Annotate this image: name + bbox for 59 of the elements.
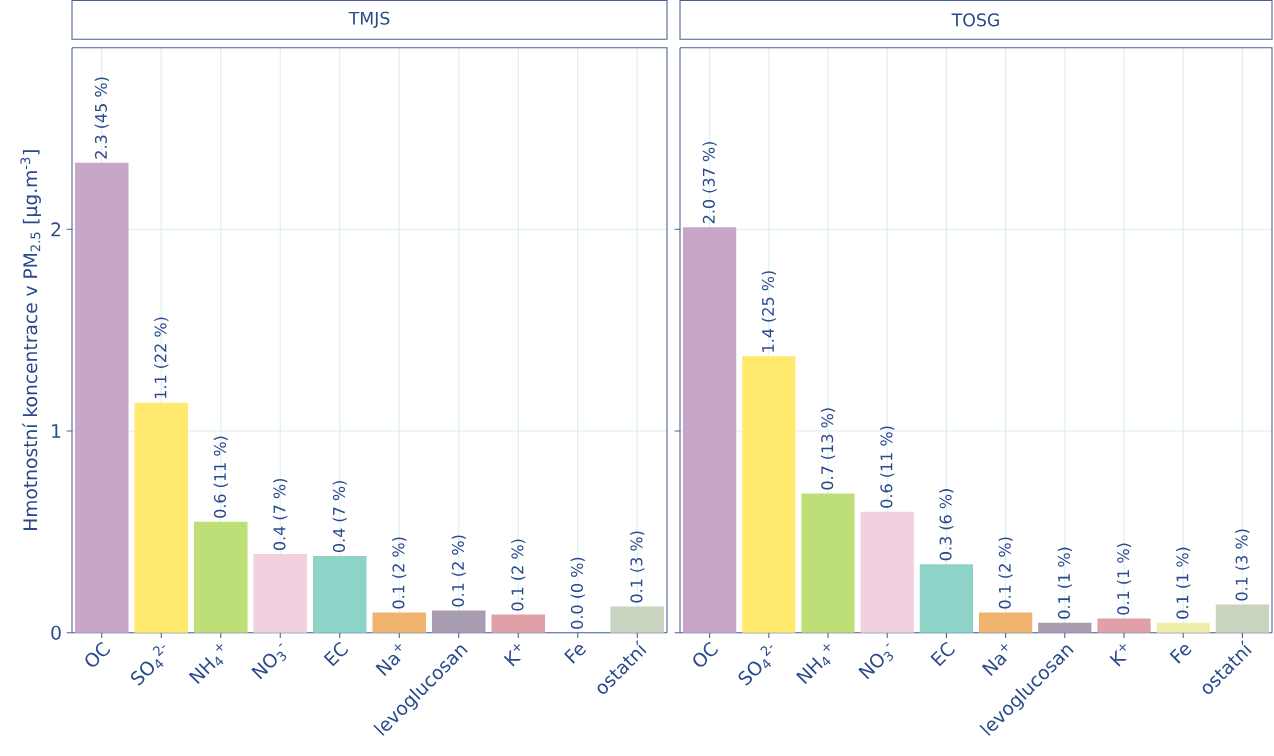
x-tick-label: OC xyxy=(85,642,111,667)
bar xyxy=(312,556,367,633)
data-label: 1.1 (22 %) xyxy=(154,317,169,399)
bar xyxy=(742,356,796,633)
y-axis-title: Hmotnostní koncentrace v PM$_{2.5}$ [µg.m$^{-3}$] xyxy=(20,150,41,531)
bar xyxy=(1215,604,1270,633)
data-label: 0.1 (1 %) xyxy=(1057,547,1072,619)
data-label: 0.1 (2 %) xyxy=(392,537,407,609)
data-label: 0.1 (1 %) xyxy=(1176,547,1191,619)
x-tick-label: NO$_{3}$- xyxy=(251,643,287,680)
data-label: 2.3 (45 %) xyxy=(94,77,109,159)
bar xyxy=(134,402,189,633)
data-label: 1.4 (25 %) xyxy=(761,271,776,352)
y-tick-label: 0 xyxy=(51,625,61,640)
bar xyxy=(1156,622,1210,633)
data-label: 0.6 (11 %) xyxy=(880,426,895,508)
data-label: 0.0 (0 %) xyxy=(570,557,585,629)
bar xyxy=(74,162,129,633)
bar xyxy=(860,511,914,633)
x-tick-label: Fe xyxy=(564,645,587,664)
y-tick-label: 2 xyxy=(51,222,61,237)
data-label: 0.1 (2 %) xyxy=(998,537,1013,609)
x-tick-label: EC xyxy=(323,642,349,667)
data-label: 0.1 (1 %) xyxy=(1116,543,1132,615)
x-tick-label: SO$_{4}$2- xyxy=(130,645,166,686)
chart-title: TOSG xyxy=(951,13,999,27)
data-label: 0.4 (7 %) xyxy=(273,479,288,551)
x-tick-label: EC xyxy=(930,642,955,667)
data-label: 0.3 (6 %) xyxy=(939,489,954,561)
data-label: 0.4 (7 %) xyxy=(332,481,347,553)
x-tick-label: NO$_{3}$- xyxy=(858,643,894,680)
bar xyxy=(1097,618,1151,633)
bar xyxy=(978,612,1033,633)
x-tick-label: SO$_{4}$2- xyxy=(738,645,773,686)
data-label: 0.1 (3 %) xyxy=(630,531,645,603)
bar xyxy=(610,606,665,633)
data-label: 0.1 (3 %) xyxy=(1235,529,1250,601)
x-tick-label: Fe xyxy=(1169,645,1192,664)
x-tick-label: NH$_{4}$+ xyxy=(796,644,831,685)
data-label: 2.0 (37 %) xyxy=(702,142,717,224)
bar xyxy=(491,614,546,633)
y-tick-label: 1 xyxy=(52,424,61,438)
bar xyxy=(682,227,737,633)
x-tick-label: K$^{+}$ xyxy=(503,644,522,667)
bar xyxy=(253,554,308,633)
bar xyxy=(919,564,974,633)
data-label: 0.1 (2 %) xyxy=(451,535,466,607)
bar xyxy=(1038,622,1092,633)
bar xyxy=(372,612,427,633)
data-label: 0.7 (13 %) xyxy=(820,408,836,490)
bar xyxy=(193,521,248,633)
data-label: 0.1 (2 %) xyxy=(511,539,526,611)
x-tick-label: OC xyxy=(693,642,718,667)
x-tick-label: K$^{+}$ xyxy=(1109,644,1127,667)
bar xyxy=(801,493,855,633)
data-label: 0.6 (11 %) xyxy=(213,436,228,518)
chart-title: TMJS xyxy=(348,11,390,29)
bar xyxy=(431,610,486,633)
x-tick-label: NH$_{4}$+ xyxy=(188,644,224,685)
